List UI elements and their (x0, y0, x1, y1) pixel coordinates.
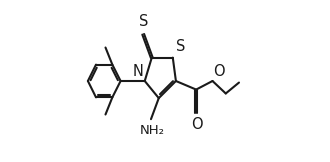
Text: O: O (214, 64, 225, 79)
Text: N: N (133, 64, 144, 79)
Text: O: O (191, 117, 203, 132)
Text: NH₂: NH₂ (139, 124, 164, 137)
Text: S: S (176, 39, 185, 54)
Text: S: S (139, 14, 148, 29)
